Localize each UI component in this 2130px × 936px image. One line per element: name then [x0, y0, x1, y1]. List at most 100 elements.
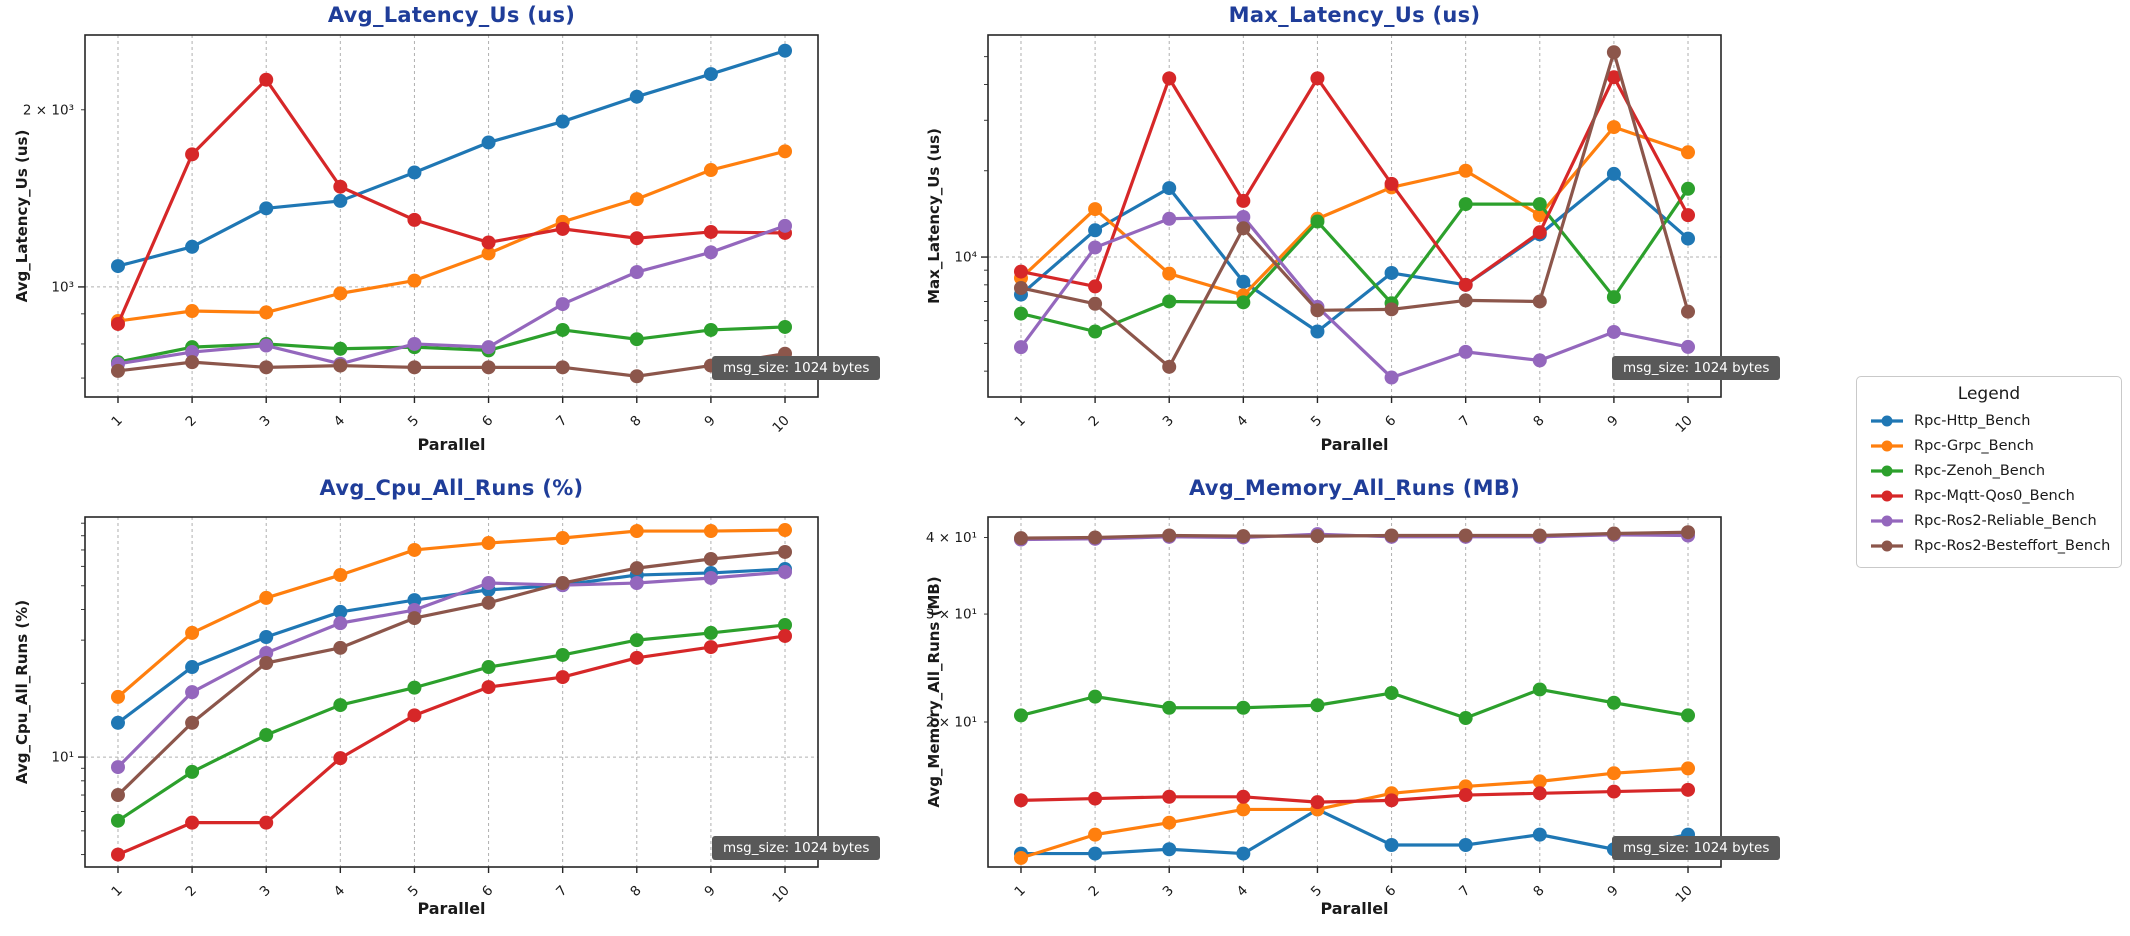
msg-size-badge-max-latency: msg_size: 1024 bytes	[1612, 356, 1781, 380]
data-point	[555, 221, 570, 236]
legend-marker-icon	[1871, 490, 1903, 501]
legend-items: Rpc-Http_Bench Rpc-Grpc_Bench Rpc-Zenoh_Be…	[1869, 408, 2110, 558]
data-point	[555, 322, 570, 337]
svg-text:9: 9	[1604, 413, 1621, 430]
series-Rpc-Zenoh_Bench	[1013, 682, 1696, 726]
y-axis-label-avg-cpu: Avg_Cpu_All_Runs (%)	[13, 599, 31, 785]
svg-text:6: 6	[1382, 413, 1399, 430]
svg-text:5: 5	[405, 413, 422, 430]
data-point	[1088, 296, 1103, 311]
legend-marker-icon	[1871, 515, 1903, 526]
data-point	[778, 43, 793, 58]
data-point	[481, 235, 496, 250]
data-point	[333, 193, 348, 208]
plot-avg-latency: 1 2 3 4 5 6 7 8 9 10 2 × 10³ 10³	[23, 34, 819, 436]
data-point	[110, 316, 125, 331]
svg-text:5: 5	[405, 883, 422, 900]
data-point	[1013, 531, 1028, 546]
data-point	[333, 568, 348, 583]
data-point	[333, 698, 348, 713]
data-point	[333, 179, 348, 194]
plot-border	[987, 34, 1722, 398]
data-point	[778, 319, 793, 334]
data-point	[1162, 266, 1177, 281]
data-point	[1384, 176, 1399, 191]
data-point	[1162, 181, 1177, 196]
data-point	[481, 360, 496, 375]
data-point	[407, 336, 422, 351]
data-point	[481, 536, 496, 551]
data-point	[1458, 711, 1473, 726]
data-point	[1236, 209, 1251, 224]
data-point	[333, 341, 348, 356]
data-point	[333, 604, 348, 619]
data-point	[1236, 274, 1251, 289]
svg-text:10⁴: 10⁴	[954, 250, 977, 266]
plot-border	[84, 34, 819, 398]
series-Rpc-Http_Bench	[1013, 166, 1696, 339]
data-point	[778, 565, 793, 580]
msg-size-badge-avg-latency: msg_size: 1024 bytes	[712, 356, 881, 380]
legend-item-label: Rpc-Zenoh_Bench	[1914, 462, 2046, 479]
svg-text:8: 8	[627, 883, 644, 900]
data-point	[1681, 304, 1696, 319]
svg-text:4: 4	[1234, 413, 1251, 430]
data-point	[1532, 682, 1547, 697]
data-point	[407, 212, 422, 227]
data-point	[1088, 223, 1103, 238]
data-point	[259, 72, 274, 87]
data-point	[1088, 279, 1103, 294]
legend-item: Rpc-Http_Bench	[1869, 408, 2109, 433]
series-Rpc-Ros2-Reliable_Bench	[110, 565, 793, 775]
data-point	[1606, 526, 1621, 541]
msg-size-badge-avg-cpu: msg_size: 1024 bytes	[712, 836, 881, 860]
data-point	[629, 650, 644, 665]
data-point	[259, 815, 274, 830]
data-point	[110, 847, 125, 862]
svg-text:2: 2	[1086, 413, 1103, 430]
data-point	[1458, 837, 1473, 852]
chart-title-avg-cpu: Avg_Cpu_All_Runs (%)	[319, 476, 584, 500]
data-point	[1681, 231, 1696, 246]
legend-marker-icon	[1871, 540, 1903, 551]
data-point	[1013, 708, 1028, 723]
data-point	[1088, 324, 1103, 339]
svg-text:9: 9	[701, 413, 718, 430]
legend-item: Rpc-Zenoh_Bench	[1869, 458, 2109, 483]
legend-item-label: Rpc-Grpc_Bench	[1914, 437, 2034, 454]
data-point	[1310, 795, 1325, 810]
legend-title: Legend	[1957, 384, 2021, 404]
data-point	[1681, 208, 1696, 223]
data-point	[1310, 71, 1325, 86]
data-point	[555, 114, 570, 129]
svg-text:6: 6	[479, 413, 496, 430]
data-point	[629, 633, 644, 648]
data-point	[778, 617, 793, 632]
svg-text:2: 2	[183, 413, 200, 430]
data-point	[333, 616, 348, 631]
y-tick-labels: 10⁴	[954, 250, 977, 266]
legend-marker-icon	[1871, 415, 1903, 426]
data-point	[185, 660, 200, 675]
data-point	[1236, 529, 1251, 544]
data-point	[1384, 370, 1399, 385]
svg-text:4: 4	[331, 883, 348, 900]
data-point	[110, 363, 125, 378]
data-point	[1236, 295, 1251, 310]
data-point	[703, 163, 718, 178]
series-Rpc-Ros2-Besteffort_Bench	[1013, 45, 1696, 374]
legend-item-label: Rpc-Ros2-Reliable_Bench	[1914, 512, 2097, 529]
data-point	[778, 218, 793, 233]
data-point	[1162, 359, 1177, 374]
data-point	[1458, 197, 1473, 212]
svg-text:9: 9	[1604, 883, 1621, 900]
data-point	[1606, 45, 1621, 60]
data-point	[1681, 339, 1696, 354]
y-tick-labels: 2 × 10³ 10³	[23, 102, 74, 295]
data-point	[1236, 846, 1251, 861]
data-point	[555, 576, 570, 591]
data-point	[185, 355, 200, 370]
svg-text:10³: 10³	[51, 279, 74, 295]
